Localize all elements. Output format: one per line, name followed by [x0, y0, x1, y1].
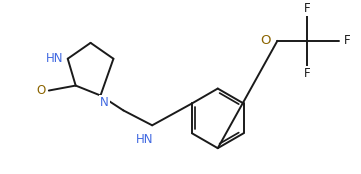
Text: O: O — [36, 84, 45, 97]
Text: F: F — [304, 67, 310, 80]
Text: O: O — [260, 34, 271, 47]
Text: HN: HN — [46, 52, 64, 65]
Text: HN: HN — [135, 133, 153, 146]
Text: N: N — [100, 96, 109, 109]
Text: F: F — [304, 2, 310, 15]
Text: F: F — [344, 34, 350, 47]
